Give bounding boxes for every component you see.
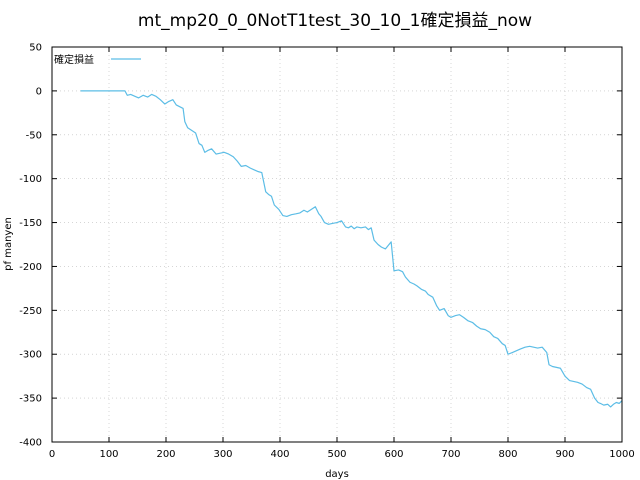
x-tick-label: 0 (49, 449, 55, 460)
x-tick-label: 1000 (609, 449, 634, 460)
y-tick-label: -150 (19, 218, 42, 229)
x-tick-label: 100 (99, 449, 118, 460)
x-axis-label: days (325, 469, 349, 480)
x-tick-label: 300 (213, 449, 232, 460)
y-tick-label: -50 (26, 130, 42, 141)
y-tick-label: -250 (19, 306, 42, 317)
x-tick-label: 900 (555, 449, 574, 460)
x-tick-label: 200 (156, 449, 175, 460)
y-tick-labels: 50 0 -50 -100 -150 -200 -250 -300 -350 -400 (19, 43, 42, 449)
x-tick-labels: 0 100 200 300 400 500 600 700 800 900 1000 (49, 449, 635, 460)
plot-frame (51, 46, 623, 443)
chart-title: mt_mp20_0_0NotT1test_30_10_1確定損益_now (138, 11, 532, 31)
grid (52, 47, 622, 442)
y-tick-label: -100 (19, 174, 42, 185)
y-axis-label: pf manyen (3, 217, 14, 271)
legend: 確定損益 (54, 53, 141, 66)
tick-marks (51, 46, 623, 443)
x-tick-label: 400 (270, 449, 289, 460)
y-tick-label: -200 (19, 262, 42, 273)
legend-label: 確定損益 (54, 53, 94, 66)
x-tick-label: 800 (498, 449, 517, 460)
series-group (80, 90, 623, 408)
y-tick-label: -300 (19, 350, 42, 361)
series-line (80, 90, 623, 408)
y-tick-label: 50 (29, 43, 42, 54)
y-tick-label: 0 (36, 86, 42, 97)
x-tick-label: 600 (384, 449, 403, 460)
x-tick-label: 700 (441, 449, 460, 460)
y-tick-label: -350 (19, 394, 42, 405)
x-tick-label: 500 (327, 449, 346, 460)
y-tick-label: -400 (19, 438, 42, 449)
